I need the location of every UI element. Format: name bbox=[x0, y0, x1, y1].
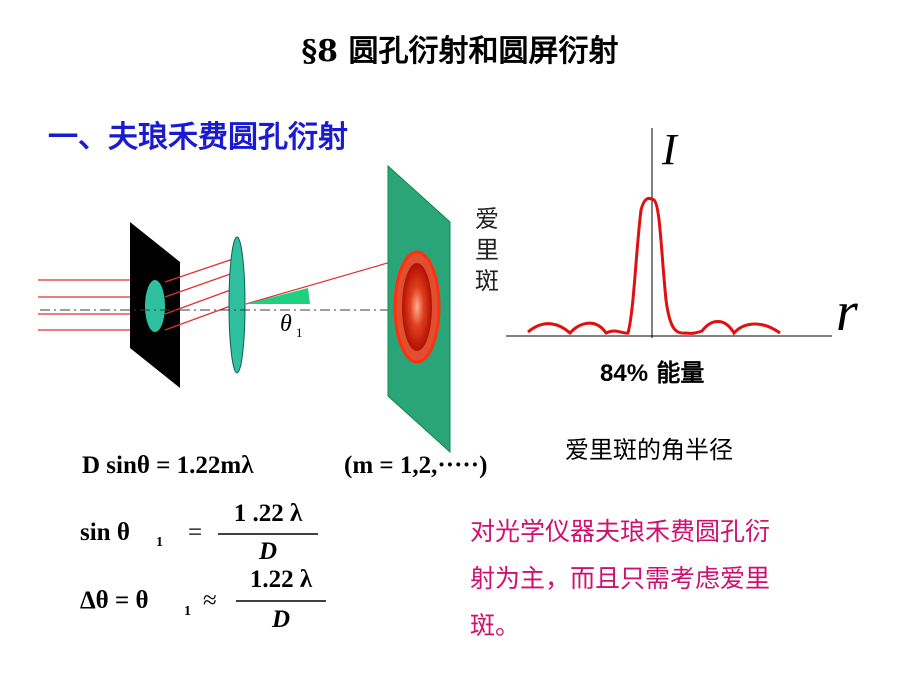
radius-axis-label: r bbox=[836, 281, 858, 343]
intensity-plot: I r bbox=[506, 125, 858, 343]
intensity-axis-label: I bbox=[661, 125, 679, 174]
equation-3-subscript: 1 bbox=[184, 604, 191, 619]
theta-subscript: 1 bbox=[296, 325, 303, 340]
slide-title: §8 圆孔衍射和圆屏衍射 bbox=[301, 34, 619, 69]
energy-percent: 84% bbox=[600, 360, 649, 387]
airy-disk-label: 爱里斑 bbox=[475, 205, 499, 295]
energy-label: 84% 能量 bbox=[600, 353, 704, 388]
equation-1-lhs: D sinθ = 1.22mλ bbox=[82, 452, 254, 479]
equation-3-numerator: 1.22 λ bbox=[249, 566, 313, 593]
equation-1-rhs: (m = 1,2,·····) bbox=[344, 452, 488, 479]
equation-3-approx: ≈ bbox=[203, 587, 217, 614]
energy-text: 能量 bbox=[656, 359, 705, 387]
equation-2-denominator: D bbox=[258, 538, 278, 565]
angular-radius-caption: 爱里斑的角半径 bbox=[565, 436, 733, 464]
equation-2-lhs: sin θ bbox=[80, 519, 130, 546]
edge-ray bbox=[245, 254, 416, 305]
theta-label: θ bbox=[280, 311, 292, 337]
equation-2-equals: = bbox=[188, 519, 203, 546]
equation-2-subscript: 1 bbox=[156, 535, 163, 550]
equation-3-lhs: Δθ = θ bbox=[80, 587, 149, 614]
theta-wedge bbox=[246, 288, 310, 304]
equation-3-denominator: D bbox=[271, 606, 291, 633]
instrument-note: 对光学仪器夫琅禾费圆孔衍射为主，而且只需考虑爱里斑。 bbox=[470, 517, 771, 640]
diffracted-rays bbox=[164, 257, 237, 331]
airy-disk bbox=[402, 263, 432, 351]
section-heading: 一、夫琅禾费圆孔衍射 bbox=[48, 120, 348, 155]
lens bbox=[228, 236, 246, 374]
equation-2-numerator: 1 .22 λ bbox=[233, 500, 303, 527]
circular-aperture bbox=[145, 280, 165, 332]
intensity-curve bbox=[527, 196, 781, 336]
